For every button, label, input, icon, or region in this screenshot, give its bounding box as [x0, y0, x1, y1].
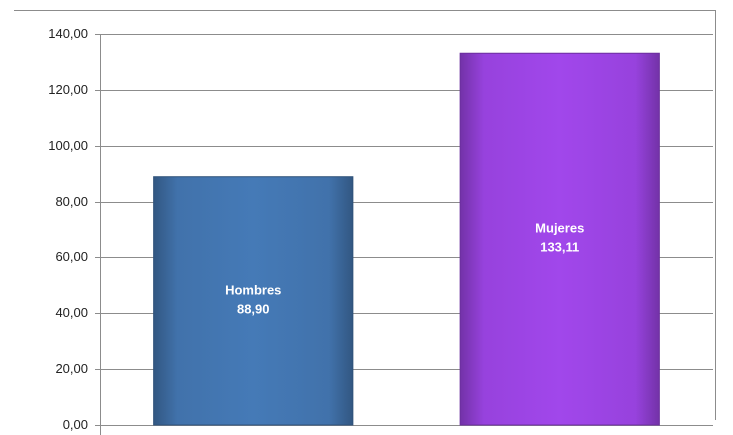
y-tick-label: 60,00 — [55, 249, 88, 264]
bar-category-label: Mujeres — [535, 221, 584, 236]
y-tick-label: 120,00 — [48, 82, 88, 97]
bar-value-label: 133,11 — [540, 240, 579, 255]
y-tick-label: 80,00 — [55, 194, 88, 209]
bar — [459, 52, 660, 426]
bar-category-label: Hombres — [225, 282, 281, 297]
y-tick-label: 20,00 — [55, 361, 88, 376]
bar-value-label: 88,90 — [237, 301, 270, 316]
y-tick-label: 140,00 — [48, 26, 88, 41]
y-tick-label: 0,00 — [63, 417, 88, 432]
y-tick-label: 40,00 — [55, 305, 88, 320]
y-tick-label: 100,00 — [48, 138, 88, 153]
bar — [153, 176, 354, 426]
